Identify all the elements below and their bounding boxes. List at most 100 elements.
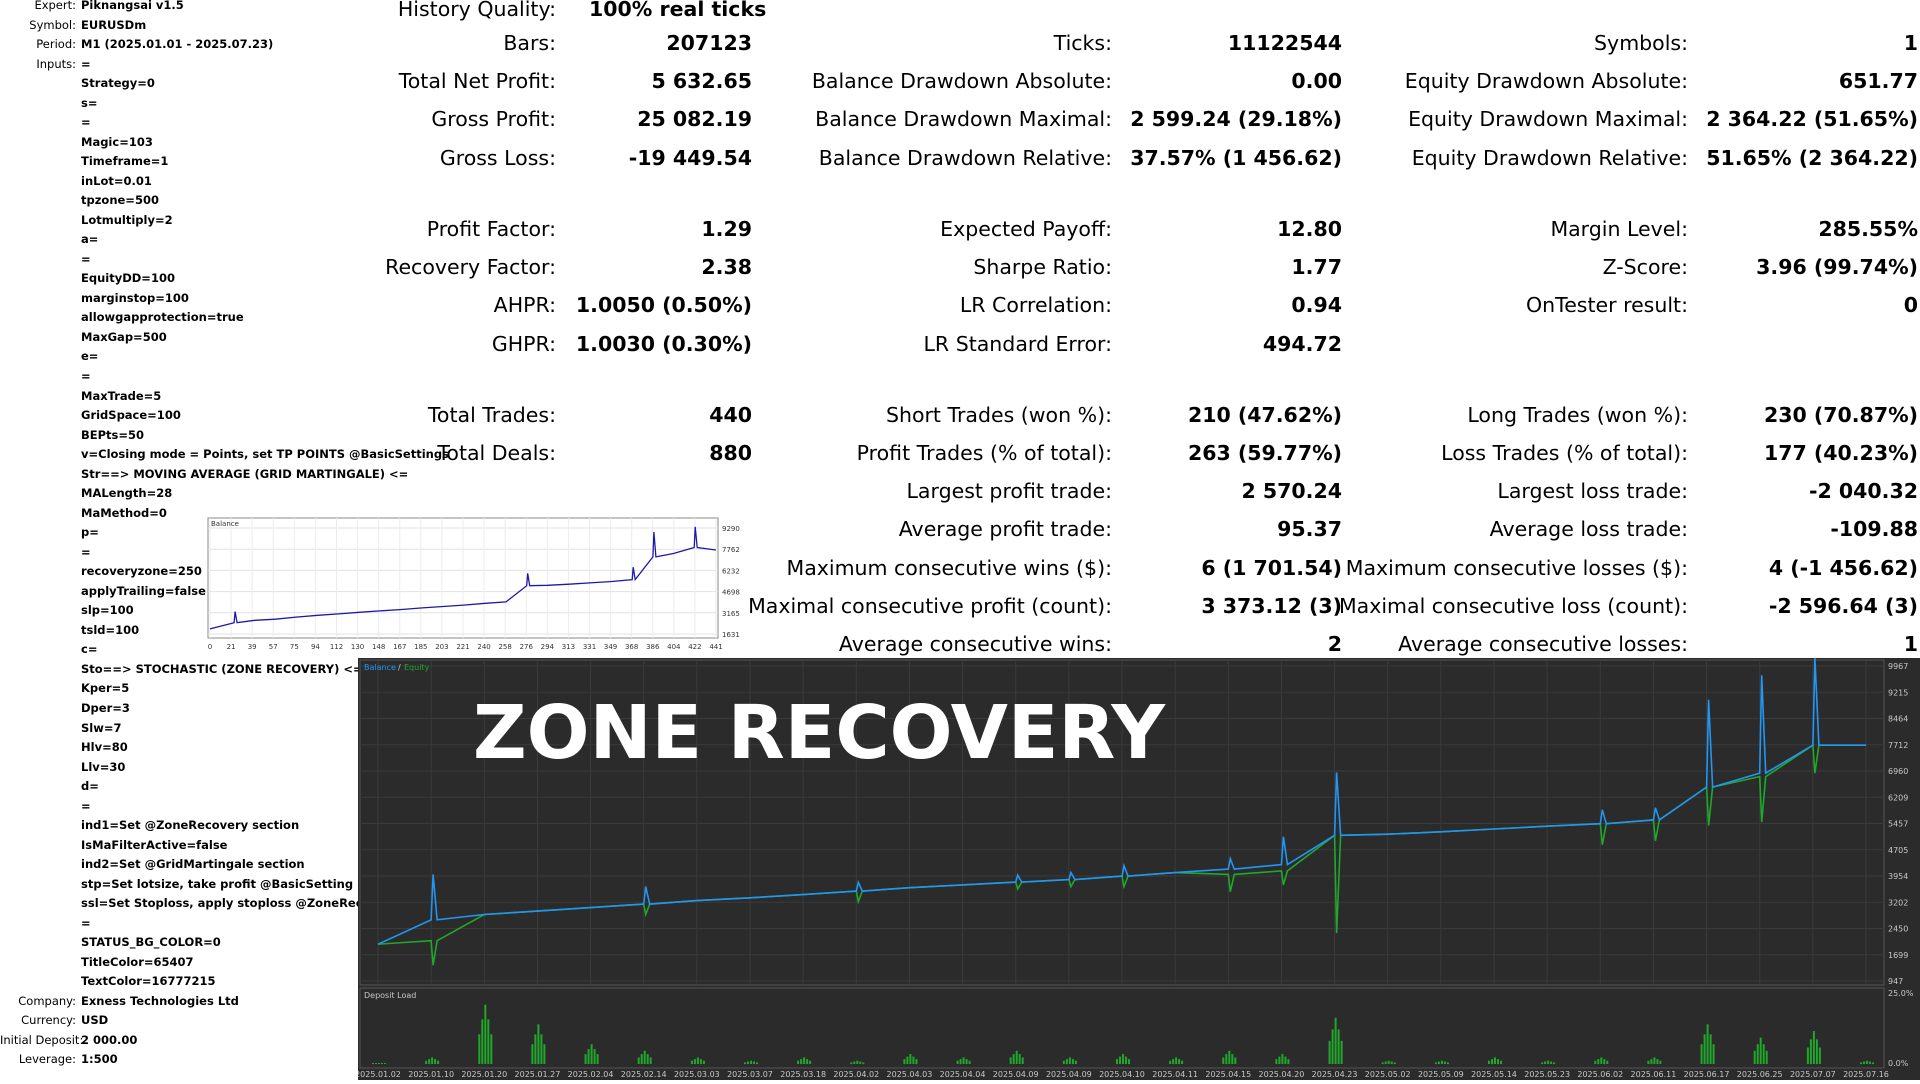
main-x-tick: 2025.04.10 (1099, 1070, 1145, 1079)
setting-value: MaxTrade=5 (81, 388, 162, 403)
setting-value: STATUS_BG_COLOR=0 (81, 935, 221, 950)
stat-value: 285.55% (1818, 217, 1918, 241)
mini-chart-x-tick: 75 (290, 643, 299, 651)
stat-label: Bars: (503, 31, 556, 55)
deposit-load-bar (1122, 1054, 1124, 1064)
stat-value: 0.94 (1291, 293, 1342, 317)
stat-label: Equity Drawdown Maximal: (1408, 107, 1688, 131)
deposit-load-bar (903, 1059, 906, 1065)
deposit-load-bar (649, 1057, 652, 1064)
setting-row: = (0, 914, 360, 932)
deposit-load-bar (540, 1034, 543, 1064)
deposit-load-bar (1228, 1050, 1231, 1064)
mini-chart-x-tick: 148 (372, 643, 385, 651)
setting-value: USD (81, 1013, 109, 1028)
main-x-tick: 2025.02.04 (568, 1070, 614, 1079)
stat-label: OnTester result: (1526, 293, 1688, 317)
main-x-tick: 2025.02.14 (621, 1070, 667, 1079)
mini-chart-x-tick: 294 (541, 643, 555, 651)
deposit-load-bar (850, 1062, 853, 1065)
setting-value: = (81, 56, 91, 71)
stat-label: Loss Trades (% of total): (1441, 441, 1688, 465)
main-y-tick: 4705 (1888, 846, 1908, 855)
stat-label: Long Trades (won %): (1467, 403, 1688, 427)
deposit-load-bar (1869, 1061, 1871, 1064)
setting-row: TextColor=16777215 (0, 972, 360, 990)
balance-equity-chart-svg: 9967 9215 8464 7712 6960 6209 5457 4705 3954 3202… (355, 657, 1920, 1080)
setting-row: ssl=Set Stoploss, apply stoploss @ZoneRe… (0, 894, 399, 912)
deposit-load-bar (696, 1057, 699, 1064)
setting-row: MALength=28 (0, 484, 360, 502)
stat-value: 1.29 (701, 217, 752, 241)
deposit-load-bar (593, 1049, 596, 1064)
deposit-load-bar (1334, 1017, 1337, 1064)
deposit-load-bar (1015, 1050, 1018, 1064)
deposit-load-bar (1281, 1054, 1284, 1064)
stat-value: 51.65% (2 364.22) (1706, 146, 1918, 170)
overlay-title: ZONE RECOVERY (473, 690, 1166, 776)
deposit-load-bar (484, 1004, 487, 1064)
stat-label: Maximal consecutive profit (count): (748, 594, 1112, 618)
setting-row: GridSpace=100 (0, 406, 360, 424)
deposit-load-bar (1393, 1062, 1396, 1065)
stat-value: 494.72 (1262, 332, 1342, 356)
setting-row: = (0, 250, 360, 268)
deposit-load-bar (962, 1057, 965, 1064)
setting-row: Currency: USD (0, 1011, 360, 1029)
stat-value: 11122544 (1227, 31, 1342, 55)
deposit-load-bar (640, 1054, 643, 1064)
setting-row: Dper=3 (0, 699, 360, 717)
deposit-load-bar (1181, 1060, 1184, 1064)
deposit-load-bar (959, 1059, 962, 1065)
mini-chart-x-tick: 39 (248, 643, 257, 651)
main-y-tick: 3954 (1888, 872, 1908, 881)
stat-value: 12.80 (1277, 217, 1342, 241)
deposit-load-bar (1866, 1060, 1868, 1064)
setting-value: Str==> MOVING AVERAGE (GRID MARTINGALE) … (81, 466, 409, 481)
main-y-tick: 1699 (1888, 951, 1908, 960)
deposit-load-bar (1175, 1057, 1178, 1064)
deposit-load-bar (487, 1019, 490, 1064)
setting-value: EURUSDm (81, 17, 147, 32)
setting-value: d= (81, 779, 99, 794)
setting-row: marginstop=100 (0, 289, 360, 307)
main-x-tick: 2025.04.03 (887, 1070, 933, 1079)
setting-value: stp=Set lotsize, take profit @BasicSetti… (81, 876, 354, 891)
setting-value: ssl=Set Stoploss, apply stoploss @ZoneRe… (81, 896, 399, 911)
stat-label: Sharpe Ratio: (973, 255, 1112, 279)
setting-value: MaMethod=0 (81, 505, 167, 520)
stat-value: 880 (709, 441, 752, 465)
stat-value: 1 (1903, 31, 1918, 55)
deposit-load-bar (1500, 1060, 1502, 1064)
setting-value: Timeframe=1 (81, 154, 169, 169)
deposit-load-bar (1116, 1059, 1118, 1065)
deposit-load-bar (1806, 1047, 1809, 1064)
deposit-load-bar (756, 1062, 758, 1065)
deposit-load-bar (859, 1061, 862, 1064)
deposit-load-bar (1712, 1044, 1715, 1064)
setting-label: Company: (18, 993, 76, 1008)
stat-label: Gross Profit: (431, 107, 556, 131)
stat-value: 207123 (666, 31, 752, 55)
setting-row: Expert: Piknangsai v1.5 (0, 0, 360, 14)
deposit-load-bar (956, 1060, 959, 1064)
stat-value: 2 599.24 (29.18%) (1130, 107, 1342, 131)
deposit-load-bar (690, 1060, 693, 1064)
setting-row: Magic=103 (0, 133, 360, 151)
setting-row: allowgapprotection=true (0, 308, 360, 326)
main-x-tick: 2025.07.07 (1790, 1070, 1836, 1079)
deposit-load-bar (909, 1054, 912, 1064)
setting-row: IsMaFilterActive=false (0, 836, 360, 854)
setting-value: MaxGap=500 (81, 329, 167, 344)
deposit-load-bar (1759, 1037, 1762, 1064)
stat-value: 2.38 (701, 255, 752, 279)
deposit-load-bar (378, 1063, 380, 1064)
main-x-tick: 2025.05.09 (1418, 1070, 1464, 1079)
tester-settings-panel: Expert: Piknangsai v1.5 Symbol: EURUSDm Peri… (0, 0, 449, 1080)
stat-label: Average consecutive losses: (1398, 632, 1688, 656)
mini-chart-x-tick: 349 (604, 643, 617, 651)
setting-row: Str==> MOVING AVERAGE (GRID MARTINGALE) … (0, 465, 408, 483)
deposit-load-bar (481, 1019, 484, 1064)
deposit-load-bar (1390, 1061, 1393, 1064)
main-x-tick: 2025.05.14 (1471, 1070, 1517, 1079)
